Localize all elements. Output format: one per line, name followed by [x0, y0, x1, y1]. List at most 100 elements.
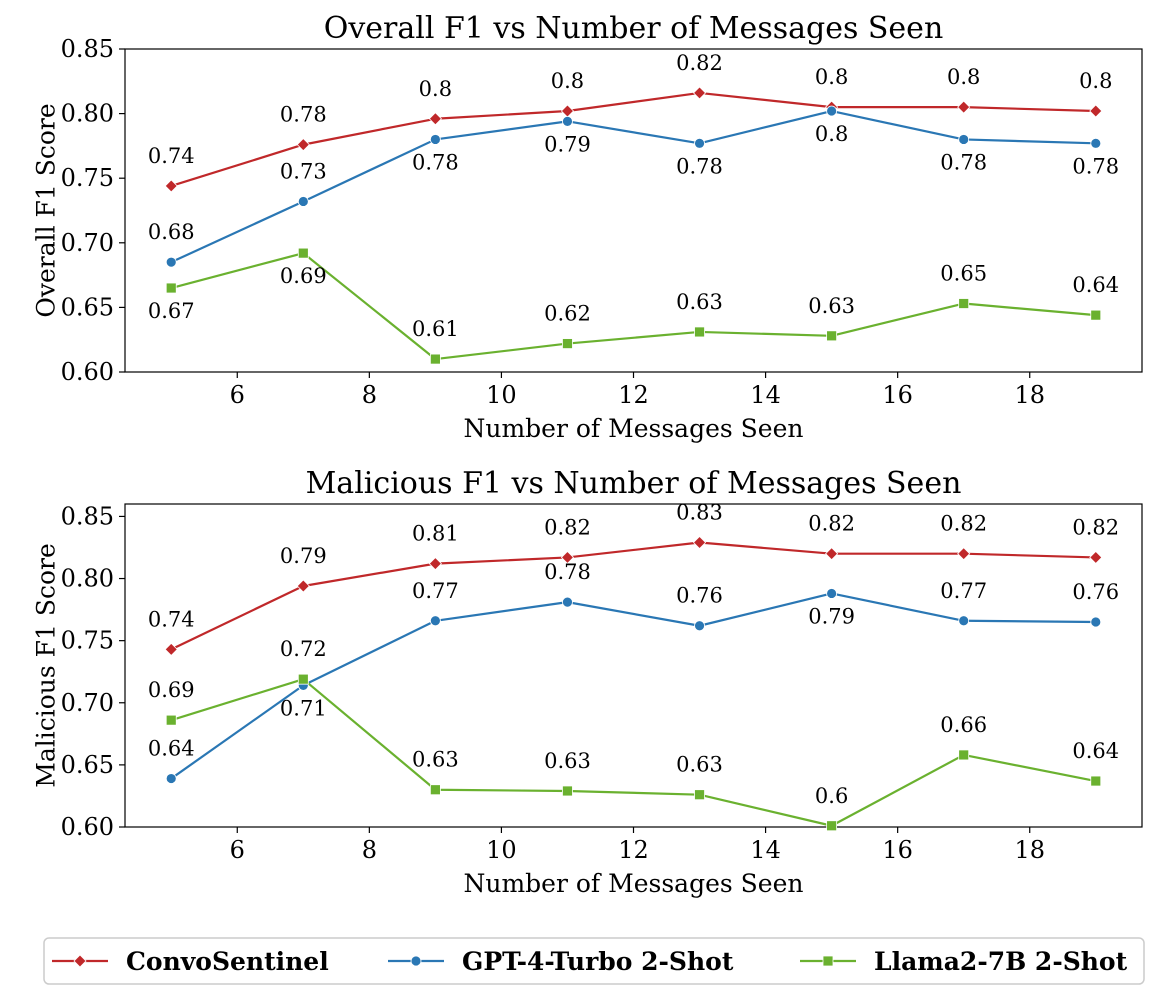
data-label: 0.8 — [815, 65, 848, 89]
data-point — [296, 138, 310, 152]
y-tick-label: 0.70 — [61, 689, 114, 717]
chart-title: Overall F1 vs Number of Messages Seen — [324, 11, 944, 46]
legend-marker — [410, 955, 422, 967]
data-point — [562, 596, 573, 608]
data-label: 0.78 — [544, 560, 591, 584]
data-point — [958, 298, 970, 309]
x-tick-label: 12 — [618, 836, 649, 864]
data-point — [826, 330, 838, 342]
chart-title: Malicious F1 vs Number of Messages Seen — [306, 466, 962, 501]
data-label: 0.79 — [280, 544, 327, 568]
data-point — [1090, 137, 1102, 149]
overall-f1-panel: Overall F1 vs Number of Messages Seen 6 8 1… — [32, 11, 1143, 443]
data-point — [694, 620, 705, 632]
data-label: 0.78 — [1072, 154, 1119, 178]
data-label: 0.6 — [815, 784, 848, 808]
y-tick-label: 0.60 — [61, 813, 114, 841]
malicious-f1-panel: Malicious F1 vs Number of Messages Seen 6… — [32, 466, 1143, 898]
data-label: 0.63 — [412, 748, 459, 772]
data-label: 0.82 — [676, 51, 723, 75]
data-label: 0.66 — [940, 713, 987, 737]
data-label: 0.69 — [148, 678, 195, 702]
data-label: 0.68 — [148, 220, 195, 244]
data-point — [296, 579, 310, 593]
y-tick-label: 0.75 — [61, 164, 114, 192]
x-tick-label: 16 — [882, 381, 913, 409]
data-point — [694, 137, 705, 149]
legend-marker — [73, 954, 87, 968]
series-line — [170, 541, 1096, 651]
x-tick-label: 10 — [486, 836, 517, 864]
data-label: 0.63 — [676, 753, 723, 777]
data-point — [694, 326, 705, 338]
x-tick-label: 12 — [618, 381, 649, 409]
x-axis-label: Number of Messages Seen — [464, 869, 804, 898]
y-tick-label: 0.70 — [61, 229, 114, 257]
data-point — [562, 115, 573, 127]
x-tick-label: 14 — [750, 836, 781, 864]
data-point — [429, 134, 441, 145]
x-tick-label: 8 — [362, 381, 377, 409]
data-label: 0.78 — [940, 150, 987, 174]
y-tick-label: 0.60 — [61, 358, 114, 386]
y-tick-label: 0.80 — [61, 100, 114, 128]
data-label: 0.69 — [280, 264, 327, 288]
data-label: 0.82 — [940, 512, 987, 536]
data-label: 0.63 — [544, 749, 591, 773]
data-point — [1090, 775, 1102, 787]
data-label: 0.63 — [808, 294, 855, 318]
x-tick-label: 14 — [750, 381, 781, 409]
data-label: 0.77 — [412, 579, 459, 603]
data-label: 0.64 — [1072, 739, 1119, 763]
y-tick-label: 0.75 — [61, 627, 114, 655]
x-tick-label: 10 — [486, 381, 517, 409]
x-tick-label: 16 — [882, 836, 913, 864]
data-point — [958, 615, 970, 627]
data-point — [428, 557, 442, 571]
data-label: 0.8 — [551, 69, 584, 93]
x-tick-label: 8 — [362, 836, 377, 864]
data-point — [297, 673, 309, 685]
data-point — [164, 642, 178, 656]
data-label: 0.74 — [148, 144, 195, 168]
data-point — [826, 588, 838, 599]
data-label: 0.82 — [544, 515, 591, 539]
data-label: 0.79 — [544, 132, 591, 156]
data-label: 0.78 — [280, 103, 327, 127]
series-convosentinel: 0.74 0.79 0.81 0.82 0.83 0.82 0.82 0.82 — [148, 501, 1119, 656]
data-point — [692, 535, 707, 550]
data-point — [692, 86, 707, 100]
data-point — [694, 789, 705, 801]
data-label: 0.79 — [808, 604, 855, 628]
data-label: 0.72 — [280, 637, 327, 661]
series-gpt-4-turbo-2-shot: 0.64 0.71 0.77 0.78 0.76 0.79 0.77 0.76 — [148, 560, 1119, 784]
data-label: 0.78 — [412, 150, 459, 174]
data-label: 0.8 — [419, 77, 452, 101]
legend-label: Llama2-7B 2-Shot — [874, 947, 1128, 976]
data-label: 0.81 — [412, 522, 459, 546]
data-point — [957, 547, 971, 561]
data-point — [958, 134, 970, 145]
data-label: 0.8 — [1079, 69, 1112, 93]
data-label: 0.63 — [676, 290, 723, 314]
y-tick-label: 0.85 — [61, 35, 114, 63]
data-point — [164, 179, 178, 193]
data-point — [1090, 309, 1102, 321]
legend-frame — [43, 937, 1145, 985]
legend-label: ConvoSentinel — [126, 947, 329, 976]
series-line — [170, 91, 1096, 188]
series-convosentinel: 0.74 0.78 0.8 0.8 0.82 0.8 0.8 0.8 — [148, 51, 1112, 193]
y-tick-label: 0.65 — [61, 751, 114, 779]
series-line — [170, 592, 1096, 780]
data-label: 0.65 — [940, 262, 987, 286]
data-point — [165, 714, 177, 726]
data-label: 0.64 — [148, 737, 195, 761]
legend-label: GPT-4-Turbo 2-Shot — [462, 947, 734, 976]
series-line — [170, 109, 1096, 264]
data-label: 0.76 — [1072, 580, 1119, 604]
data-label: 0.78 — [676, 154, 723, 178]
x-tick-label: 18 — [1014, 381, 1045, 409]
y-axis-label: Malicious F1 Score — [32, 543, 61, 788]
data-label: 0.8 — [815, 122, 848, 146]
